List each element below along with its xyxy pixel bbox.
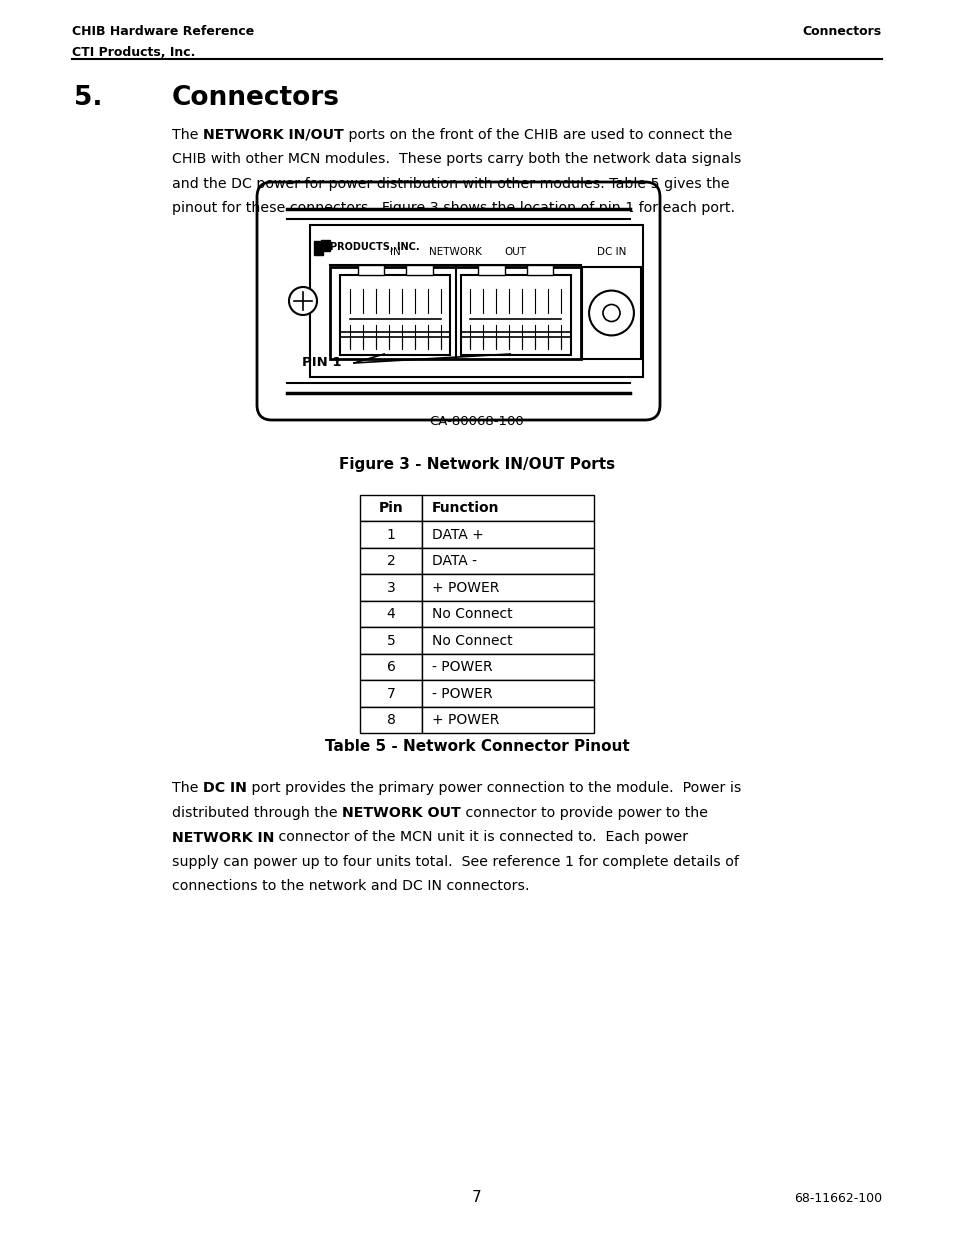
- Bar: [421, 655, 594, 680]
- Bar: [581, 267, 640, 359]
- Bar: [359, 521, 421, 548]
- Text: + POWER: + POWER: [432, 714, 498, 727]
- Text: NETWORK: NETWORK: [429, 247, 481, 257]
- Bar: [477, 264, 504, 274]
- Bar: [339, 274, 450, 356]
- Text: CTI Products, Inc.: CTI Products, Inc.: [71, 46, 195, 59]
- Text: The: The: [172, 128, 203, 142]
- Text: connector to provide power to the: connector to provide power to the: [460, 806, 707, 820]
- Text: PRODUCTS, INC.: PRODUCTS, INC.: [330, 242, 419, 252]
- Text: No Connect: No Connect: [432, 634, 512, 647]
- Bar: [330, 267, 580, 359]
- Text: Connectors: Connectors: [172, 85, 339, 111]
- FancyBboxPatch shape: [256, 182, 659, 420]
- Text: - POWER: - POWER: [432, 687, 492, 700]
- Bar: [421, 574, 594, 601]
- Text: + POWER: + POWER: [432, 580, 498, 595]
- Bar: [359, 706, 421, 734]
- Bar: [359, 627, 421, 655]
- Bar: [359, 574, 421, 601]
- Text: No Connect: No Connect: [432, 608, 512, 621]
- Bar: [310, 225, 642, 377]
- Text: supply can power up to four units total.  See reference 1 for complete details o: supply can power up to four units total.…: [172, 855, 739, 869]
- Text: 7: 7: [386, 687, 395, 700]
- Text: NETWORK IN/OUT: NETWORK IN/OUT: [203, 128, 343, 142]
- Text: NETWORK OUT: NETWORK OUT: [342, 806, 460, 820]
- Bar: [359, 601, 421, 627]
- Text: and the DC power for power distribution with other modules. Table 5 gives the: and the DC power for power distribution …: [172, 177, 729, 191]
- Text: 3: 3: [386, 580, 395, 595]
- Bar: [357, 264, 384, 274]
- Text: The: The: [172, 782, 203, 795]
- Bar: [359, 655, 421, 680]
- Text: connector of the MCN unit it is connected to.  Each power: connector of the MCN unit it is connecte…: [274, 830, 688, 845]
- Text: ports on the front of the CHIB are used to connect the: ports on the front of the CHIB are used …: [343, 128, 731, 142]
- Text: 2: 2: [386, 555, 395, 568]
- Text: pinout for these connectors.  Figure 3 shows the location of pin 1 for each port: pinout for these connectors. Figure 3 sh…: [172, 201, 734, 215]
- Text: - POWER: - POWER: [432, 661, 492, 674]
- Text: PIN 1: PIN 1: [302, 357, 341, 369]
- Bar: [359, 680, 421, 706]
- Bar: [460, 274, 570, 356]
- Text: DC IN: DC IN: [597, 247, 625, 257]
- Circle shape: [289, 287, 316, 315]
- Text: CHIB with other MCN modules.  These ports carry both the network data signals: CHIB with other MCN modules. These ports…: [172, 152, 740, 167]
- Bar: [359, 548, 421, 574]
- Bar: [359, 495, 421, 521]
- Text: 5.: 5.: [74, 85, 102, 111]
- Text: Table 5 - Network Connector Pinout: Table 5 - Network Connector Pinout: [324, 740, 629, 755]
- Text: 1: 1: [386, 527, 395, 542]
- Bar: [421, 521, 594, 548]
- Circle shape: [602, 305, 619, 321]
- Bar: [421, 627, 594, 655]
- Bar: [526, 264, 553, 274]
- Text: connections to the network and DC IN connectors.: connections to the network and DC IN con…: [172, 879, 529, 893]
- Bar: [406, 264, 433, 274]
- Bar: [320, 240, 330, 251]
- Text: DC IN: DC IN: [203, 782, 247, 795]
- Text: Figure 3 - Network IN/OUT Ports: Figure 3 - Network IN/OUT Ports: [338, 457, 615, 472]
- Text: port provides the primary power connection to the module.  Power is: port provides the primary power connecti…: [247, 782, 740, 795]
- Text: 5: 5: [386, 634, 395, 647]
- Bar: [421, 680, 594, 706]
- Text: distributed through the: distributed through the: [172, 806, 342, 820]
- Bar: [421, 706, 594, 734]
- Text: CA-80068-100: CA-80068-100: [429, 415, 524, 429]
- Bar: [421, 601, 594, 627]
- Text: DATA +: DATA +: [432, 527, 483, 542]
- Text: 6: 6: [386, 661, 395, 674]
- Bar: [421, 548, 594, 574]
- Text: Function: Function: [432, 501, 499, 515]
- Text: 68-11662-100: 68-11662-100: [793, 1192, 882, 1205]
- Text: OUT: OUT: [504, 247, 526, 257]
- Text: Connectors: Connectors: [802, 25, 882, 38]
- Bar: [287, 209, 629, 219]
- Text: 4: 4: [386, 608, 395, 621]
- Text: CHIB Hardware Reference: CHIB Hardware Reference: [71, 25, 254, 38]
- Text: IN: IN: [390, 247, 400, 257]
- Bar: [314, 241, 323, 256]
- Text: DATA -: DATA -: [432, 555, 476, 568]
- Text: 8: 8: [386, 714, 395, 727]
- Text: Pin: Pin: [378, 501, 403, 515]
- Circle shape: [588, 290, 633, 336]
- Text: NETWORK IN: NETWORK IN: [172, 830, 274, 845]
- Text: 7: 7: [472, 1191, 481, 1205]
- Bar: [421, 495, 594, 521]
